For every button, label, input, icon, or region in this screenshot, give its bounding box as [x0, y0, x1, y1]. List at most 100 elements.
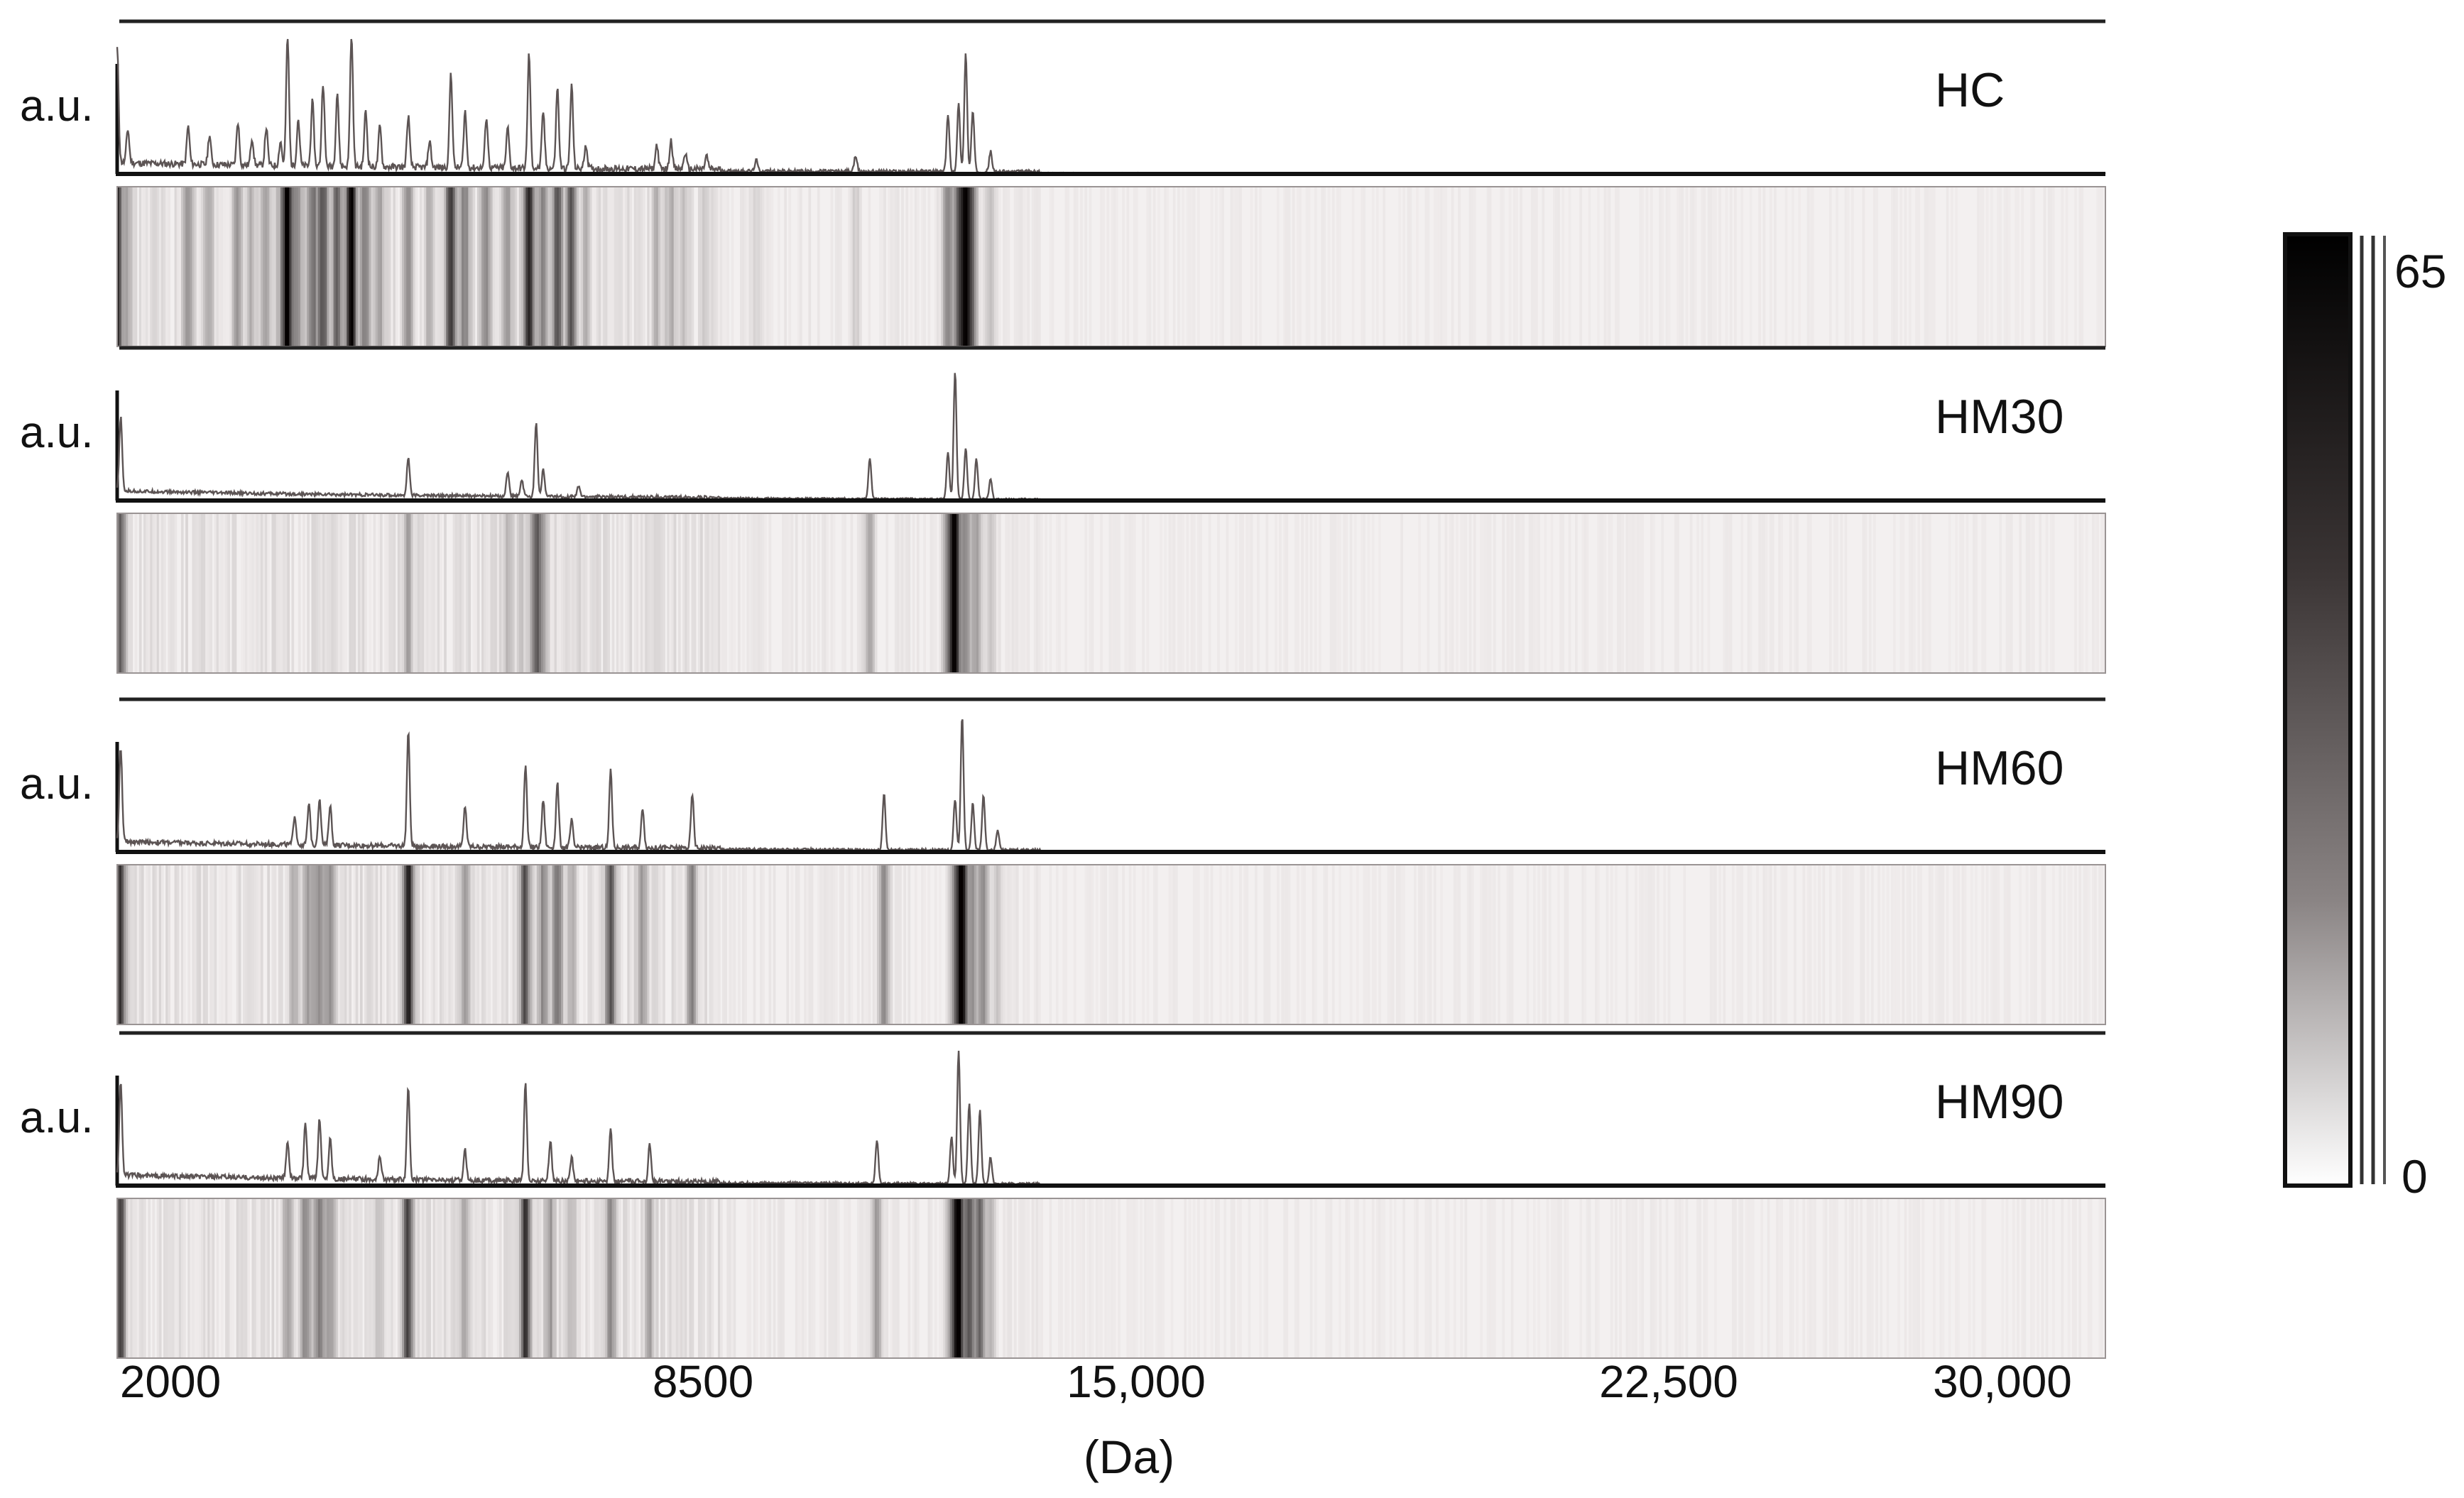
heatmap-cell: [1436, 1198, 1439, 1358]
heatmap-cell: [1051, 187, 1054, 346]
heatmap-cell: [1259, 187, 1262, 346]
heatmap-cell: [523, 513, 526, 673]
heatmap-cell: [146, 513, 148, 673]
heatmap-cell: [697, 865, 701, 1024]
heatmap-cell: [1581, 513, 1585, 673]
heatmap-cell: [446, 865, 449, 1024]
heatmap-cell: [1115, 187, 1118, 346]
heatmap-cell: [572, 513, 575, 673]
heatmap-cell: [1645, 865, 1649, 1024]
heatmap-cell: [607, 513, 611, 673]
heatmap-cell: [841, 865, 844, 1024]
heatmap-cell: [172, 1198, 175, 1358]
heatmap-cell: [1950, 187, 1953, 346]
series-label: HM30: [1935, 390, 2064, 444]
heatmap-cell: [468, 513, 471, 673]
heatmap-cell: [1850, 187, 1854, 346]
heatmap-cell: [468, 187, 471, 346]
heatmap-cell: [1811, 187, 1814, 346]
heatmap-cell: [1546, 1198, 1549, 1358]
heatmap-cell: [558, 865, 562, 1024]
heatmap-cell: [731, 513, 734, 673]
heatmap-cell: [335, 513, 339, 673]
heatmap-cell: [695, 865, 699, 1024]
heatmap-cell: [1510, 865, 1514, 1024]
heatmap-cell: [1130, 1198, 1134, 1358]
heatmap-cell: [806, 865, 809, 1024]
heatmap-cell: [1033, 1198, 1037, 1358]
heatmap-cell: [530, 1198, 533, 1358]
heatmap-cell: [1484, 513, 1488, 673]
heatmap-cell: [2017, 1198, 2019, 1358]
heatmap-cell: [1714, 865, 1717, 1024]
heatmap-cell: [850, 865, 854, 1024]
heatmap-cell: [693, 513, 697, 673]
heatmap-cell: [1537, 513, 1540, 673]
heatmap-cell: [2072, 1198, 2075, 1358]
heatmap-cell: [256, 513, 259, 673]
heatmap-cell: [744, 865, 747, 1024]
heatmap-cell: [521, 187, 524, 346]
heatmap-cell: [1007, 187, 1010, 346]
heatmap-cell: [680, 187, 683, 346]
heatmap-cell: [1122, 865, 1125, 1024]
heatmap-cell: [1424, 187, 1428, 346]
heatmap-cell: [132, 865, 136, 1024]
heatmap-cell: [512, 187, 516, 346]
heatmap-cell: [1665, 1198, 1669, 1358]
heatmap-cell: [472, 865, 476, 1024]
heatmap-cell: [283, 513, 285, 673]
heatmap-cell: [1007, 513, 1010, 673]
heatmap-cell: [1747, 1198, 1750, 1358]
heatmap-cell: [1133, 1198, 1136, 1358]
heatmap-cell: [677, 187, 681, 346]
heatmap-cell: [2041, 865, 2044, 1024]
heatmap-cell: [320, 865, 323, 1024]
heatmap-cell: [432, 513, 436, 673]
heatmap-cell: [481, 865, 484, 1024]
heatmap-cell: [675, 187, 679, 346]
x-axis-label: (Da): [1084, 1431, 1174, 1483]
heatmap-cell: [347, 865, 349, 1024]
heatmap-cell: [375, 1198, 378, 1358]
heatmap-cell: [1197, 865, 1200, 1024]
heatmap-cell: [547, 187, 551, 346]
heatmap-cell: [406, 1198, 409, 1358]
heatmap-cell: [1314, 513, 1317, 673]
heatmap-cell: [1025, 187, 1028, 346]
heatmap-cell: [563, 187, 566, 346]
heatmap-cell: [408, 865, 412, 1024]
heatmap-cell: [1941, 1198, 1945, 1358]
heatmap-cell: [1135, 187, 1138, 346]
heatmap-cell: [621, 513, 623, 673]
heatmap-cell: [561, 513, 564, 673]
heatmap-cell: [194, 865, 197, 1024]
heatmap-cell: [596, 187, 599, 346]
heatmap-cell: [1155, 1198, 1158, 1358]
heatmap-cell: [1981, 187, 1985, 346]
heatmap-cell: [715, 513, 719, 673]
heatmap-cell: [510, 1198, 513, 1358]
heatmap-cell: [243, 865, 246, 1024]
heatmap-cell: [558, 1198, 562, 1358]
heatmap-cell: [2061, 1198, 2064, 1358]
heatmap-cell: [1530, 513, 1534, 673]
heatmap-cell: [939, 513, 942, 673]
heatmap-cell: [317, 1198, 321, 1358]
heatmap-cell: [285, 513, 288, 673]
heatmap-cell: [1933, 187, 1936, 346]
heatmap-cell: [611, 865, 615, 1024]
heatmap-cell: [987, 187, 991, 346]
heatmap-cell: [289, 1198, 293, 1358]
heatmap-cell: [1009, 513, 1013, 673]
heatmap-cell: [1440, 865, 1443, 1024]
heatmap-cell: [302, 513, 305, 673]
heatmap-cell: [1237, 1198, 1240, 1358]
heatmap-cell: [1473, 187, 1476, 346]
heatmap-cell: [2049, 513, 2053, 673]
heatmap-cell: [168, 187, 170, 346]
heatmap-cell: [474, 865, 478, 1024]
heatmap-cell: [406, 865, 409, 1024]
heatmap-cell: [1619, 513, 1622, 673]
heatmap-cell: [386, 1198, 389, 1358]
